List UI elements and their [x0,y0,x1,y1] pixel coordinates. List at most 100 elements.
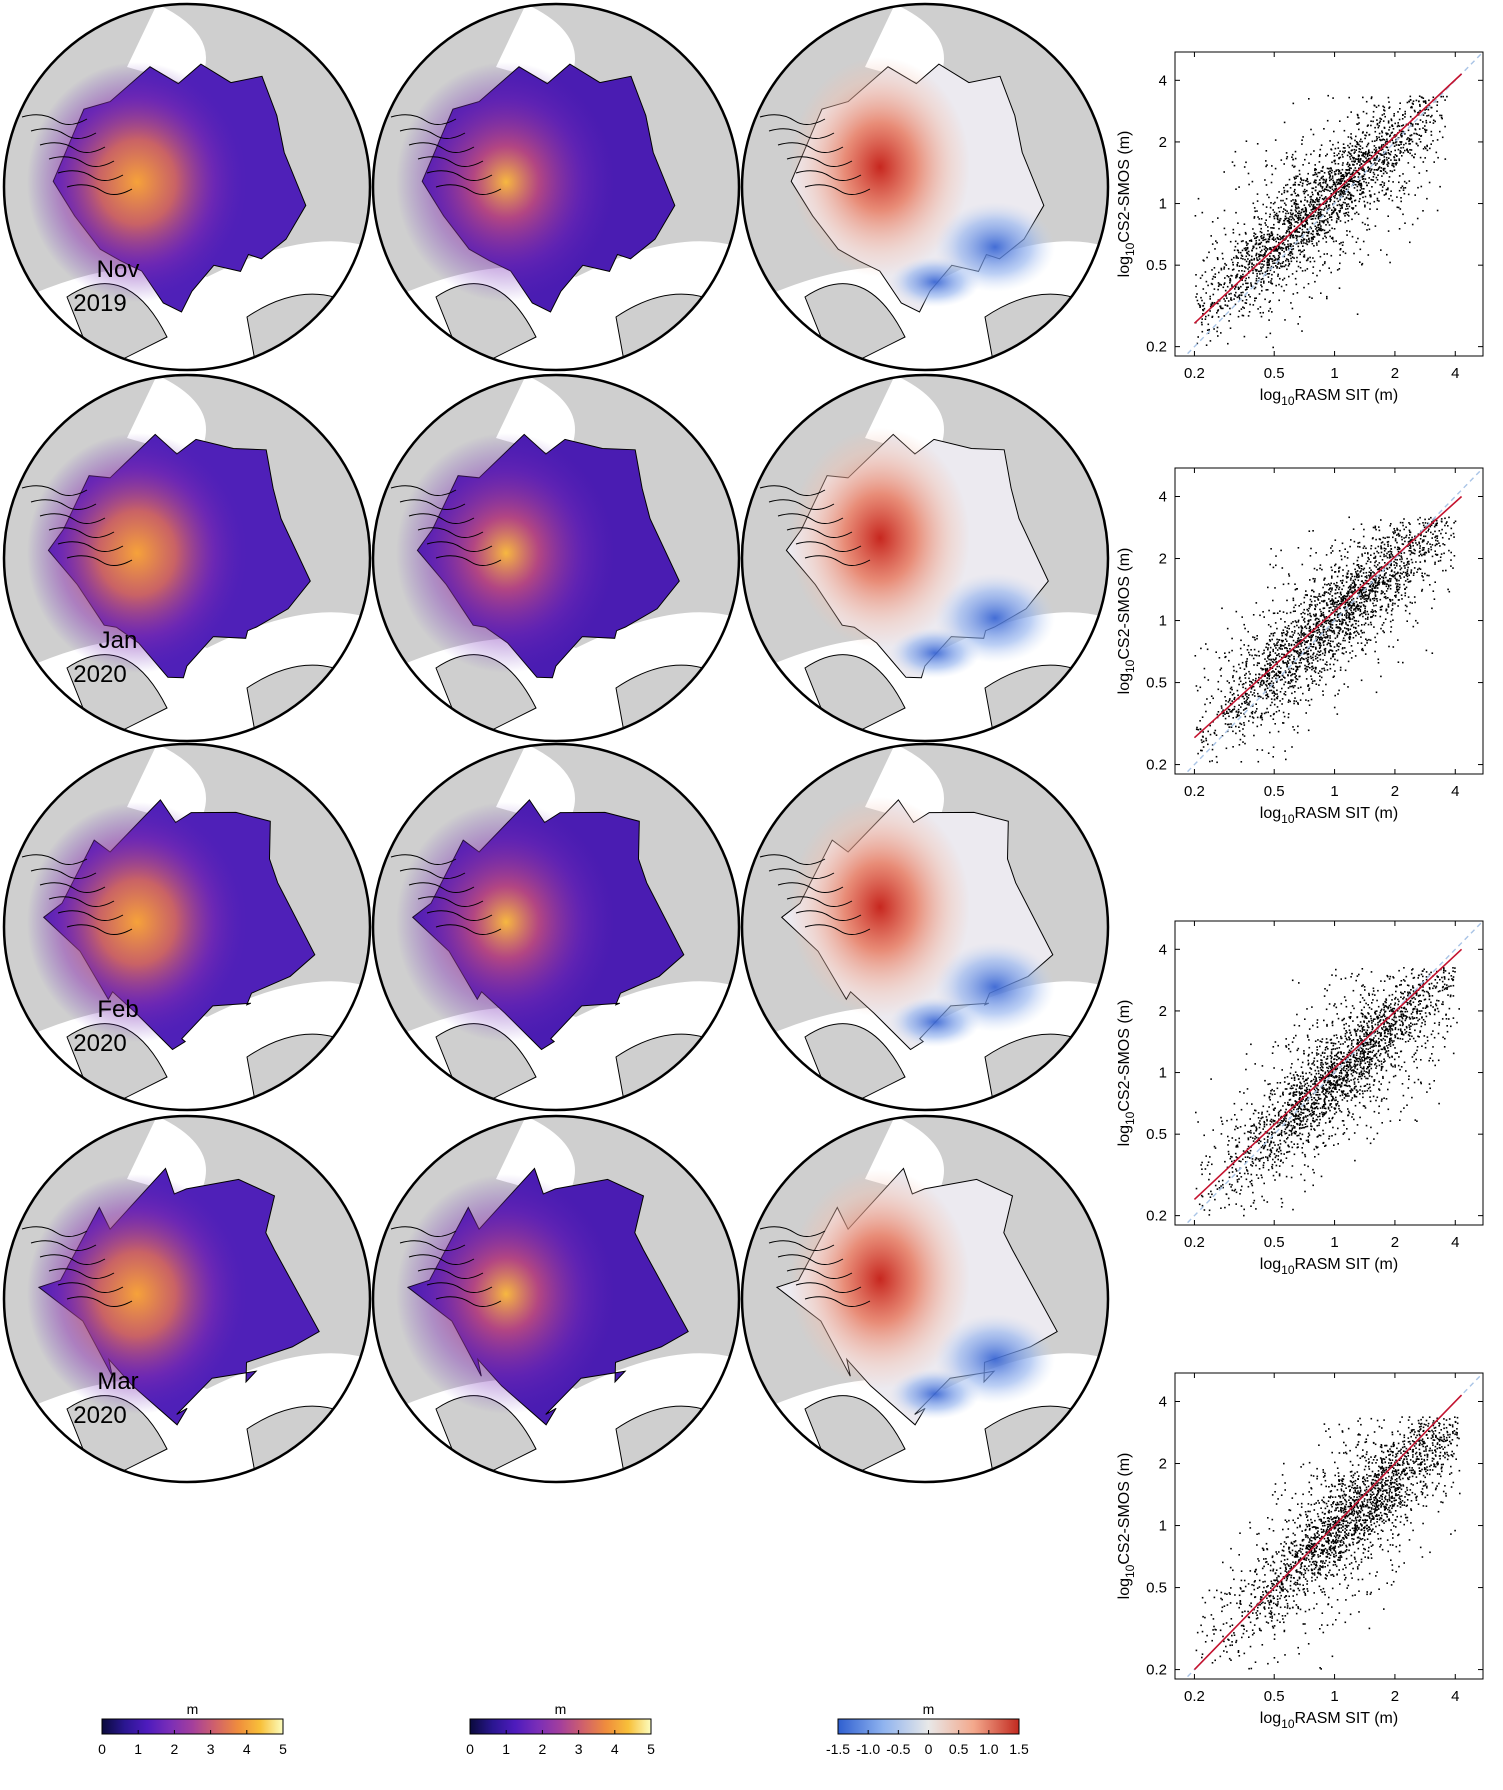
scatter-point [1352,602,1355,605]
scatter-point [1423,547,1425,549]
scatter-point [1344,595,1347,598]
scatter-point [1287,674,1289,676]
scatter-point [1327,207,1330,210]
scatter-point [1234,288,1236,290]
scatter-point [1292,668,1295,670]
scatter-point [1382,576,1385,579]
scatter-point [1376,122,1379,125]
scatter-point [1271,260,1274,262]
scatter-point [1367,152,1370,155]
scatter-point [1269,653,1271,655]
scatter-point [1350,137,1353,140]
scatter-point [1310,595,1312,597]
scatter-point [1217,288,1219,291]
scatter-point [1342,250,1345,253]
scatter-point [1390,159,1392,161]
scatter-point [1270,231,1273,233]
scatter-point [1271,233,1274,236]
scatter-point [1383,153,1385,156]
scatter-point [1334,614,1336,617]
scatter-point [1380,627,1382,630]
scatter-point [1292,599,1295,602]
coastline [777,513,844,524]
scatter-point [1279,700,1281,702]
scatter-point [1240,706,1242,708]
scatter-point [1336,659,1339,662]
scatter-point [1426,145,1428,148]
scatter-point [1233,696,1236,699]
scatter-point [1312,646,1315,648]
scatter-point [1349,156,1351,158]
scatter-point [1322,619,1324,622]
scatter-point [1385,133,1388,136]
scatter-point [1265,683,1267,686]
scatter-point [1336,626,1338,628]
scatter-point [1339,190,1341,192]
scatter-point [1442,569,1444,572]
scatter-point [1364,204,1366,207]
scatter-point [1373,148,1376,151]
scatter-point [1363,161,1365,163]
scatter-point [1245,672,1247,675]
scatter-point [1295,680,1297,683]
scatter-point [1252,304,1255,306]
scatter-point [1303,601,1305,604]
scatter-point [1394,591,1397,593]
scatter-point [1363,168,1365,171]
scatter-point [1311,604,1313,606]
scatter-point [1235,257,1238,259]
scatter-point [1262,255,1264,258]
scatter-point [1325,661,1328,663]
scatter-point [1199,728,1202,731]
scatter-point [1329,140,1331,142]
scatter-point [1397,532,1400,535]
scatter-point [1380,249,1382,251]
row-month-label: Feb [97,996,138,1023]
scatter-point [1349,142,1352,145]
scatter-point [1293,236,1295,239]
scatter-point [1231,700,1233,702]
scatter-point [1314,608,1316,610]
scatter-point [1265,219,1267,221]
scatter-point [1202,736,1204,738]
scatter-point [1265,646,1267,649]
scatter-point [1332,195,1335,198]
scatter-point [1313,180,1316,183]
scatter-point [1387,133,1389,135]
scatter-point [1338,157,1340,159]
map-2-row-3 [371,742,741,1112]
scatter-point [1453,555,1456,557]
scatter-point [1362,160,1364,162]
scatter-point [1411,223,1414,226]
scatter-point [1262,266,1264,268]
y-tick-label: 0.2 [1146,757,1167,774]
scatter-point [1248,677,1250,680]
scatter-point [1342,193,1345,195]
scatter-point [1385,597,1387,600]
scatter-point [1312,623,1315,626]
scatter-point [1338,620,1341,623]
scatter-point [1334,637,1337,640]
scatter-point [1409,95,1412,98]
scatter-point [1285,647,1287,649]
scatter-point [1342,598,1344,601]
scatter-point [1308,604,1311,606]
scatter-point [1383,555,1385,558]
scatter-point [1316,621,1318,624]
scatter-point [1350,613,1352,616]
scatter-point [1352,611,1355,614]
scatter-point [1304,213,1307,215]
scatter-point [1409,99,1412,101]
scatter-point [1387,122,1390,124]
scatter-point [1265,160,1267,162]
scatter-point [1246,649,1249,651]
scatter-point [1240,240,1243,243]
scatter-point [1393,564,1396,566]
scatter-point [1365,547,1367,550]
scatter-point [1372,583,1375,586]
scatter-point [1251,705,1254,707]
scatter-point [1335,650,1338,652]
scatter-point [1406,150,1409,152]
scatter-point [1311,666,1313,668]
scatter-point [1387,540,1390,543]
